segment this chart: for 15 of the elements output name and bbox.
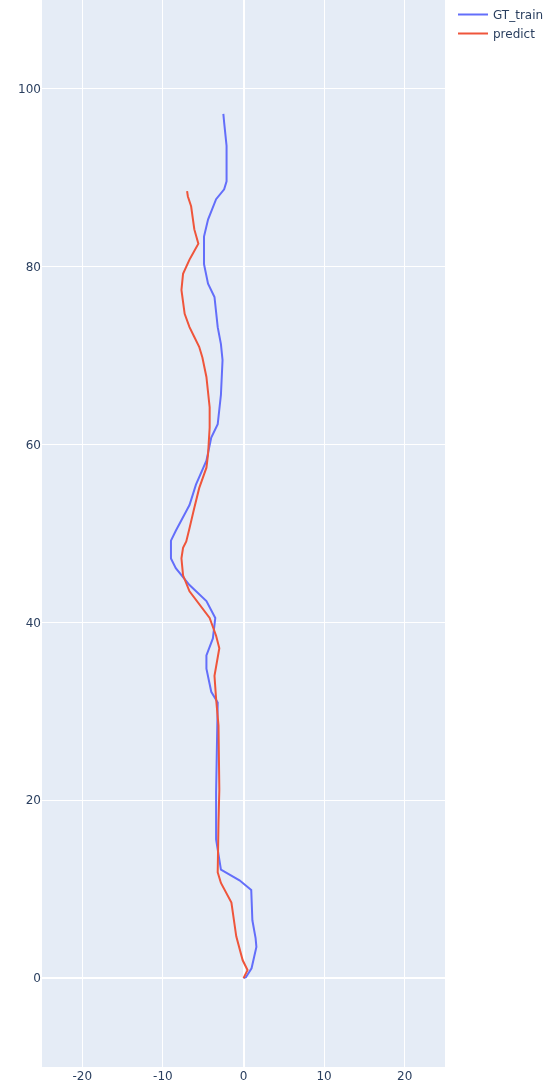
line-series <box>180 190 249 980</box>
x-tick-label: 0 <box>239 1069 248 1083</box>
y-tick-label: 60 <box>25 437 41 452</box>
y-tick-label: 20 <box>25 793 41 808</box>
x-tick-label: -20 <box>72 1069 93 1083</box>
legend-label: predict <box>493 27 536 42</box>
y-tick-label: 80 <box>25 259 41 274</box>
y-tick-label: 0 <box>33 971 41 986</box>
x-tick-label: 10 <box>316 1069 332 1083</box>
x-tick-label: 20 <box>397 1069 413 1083</box>
y-tick-label: 100 <box>18 82 41 97</box>
x-tick-label: -10 <box>153 1069 173 1083</box>
y-tick-label: 40 <box>25 615 41 630</box>
line-series <box>169 112 258 980</box>
legend-label: GT_train <box>493 8 544 23</box>
